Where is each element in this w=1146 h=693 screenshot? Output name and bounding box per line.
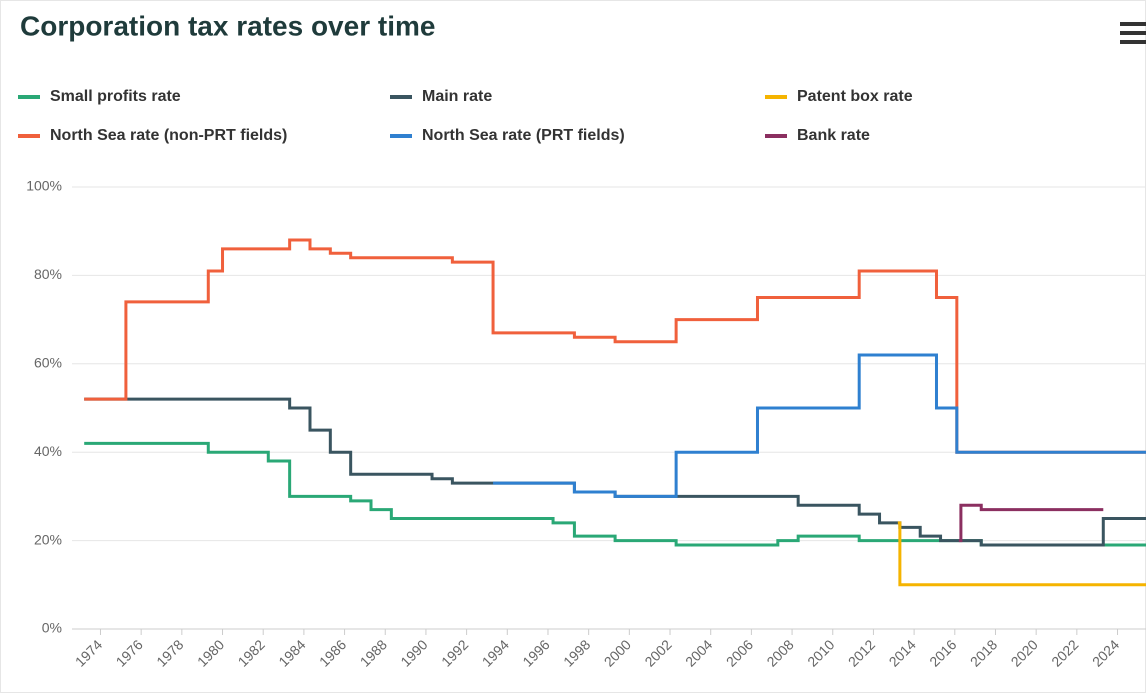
menu-bar[interactable] — [1120, 40, 1146, 44]
legend-label: Small profits rate — [50, 88, 181, 105]
series-line — [897, 521, 1146, 587]
y-tick-label: 0% — [42, 620, 62, 636]
legend-label: Main rate — [422, 88, 492, 105]
y-tick-label: 100% — [26, 178, 62, 194]
legend-label: Bank rate — [797, 127, 870, 144]
series-line — [958, 503, 1104, 543]
legend-label: North Sea rate (non-PRT fields) — [50, 127, 287, 144]
series-line — [84, 238, 1146, 454]
y-tick-label: 60% — [34, 355, 62, 371]
menu-bar[interactable] — [1120, 22, 1146, 26]
y-tick-label: 20% — [34, 531, 62, 547]
menu-icon[interactable] — [1120, 22, 1146, 44]
legend-label: North Sea rate (PRT fields) — [422, 127, 625, 144]
y-tick-label: 40% — [34, 443, 62, 459]
chart-title: Corporation tax rates over time — [20, 10, 435, 41]
menu-bar[interactable] — [1120, 31, 1146, 35]
legend-label: Patent box rate — [797, 88, 913, 105]
series-line — [84, 397, 1146, 547]
series-line — [493, 353, 1146, 498]
series-line — [84, 441, 1146, 547]
y-tick-label: 80% — [34, 266, 62, 282]
